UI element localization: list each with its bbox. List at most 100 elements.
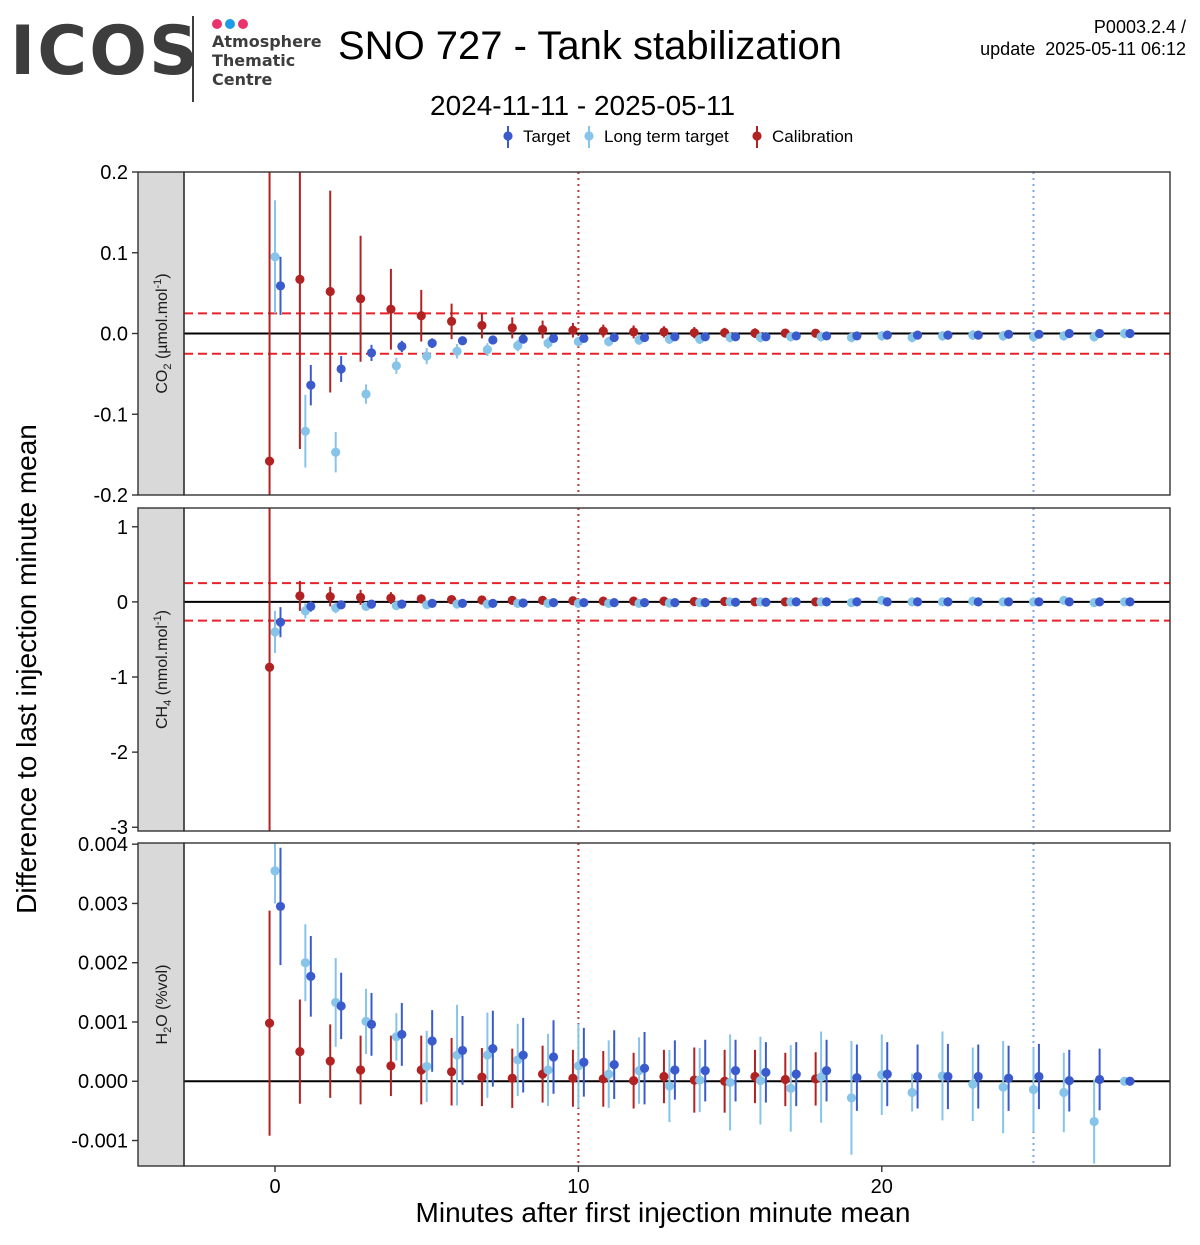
calibration-point xyxy=(386,1061,396,1071)
target-point xyxy=(973,1071,983,1082)
strip-label-part: 4 xyxy=(162,700,174,706)
y-tick-label: 0.003 xyxy=(78,893,128,915)
chart-title: SNO 727 - Tank stabilization xyxy=(338,24,842,68)
long-term-target-point xyxy=(270,252,280,262)
y-tick-label: 0.2 xyxy=(100,162,128,184)
strip-label-part: ) xyxy=(154,273,171,278)
y-tick-label: -3 xyxy=(110,817,128,839)
calibration-point xyxy=(416,311,426,321)
long-term-target-point xyxy=(846,1093,857,1103)
long-term-target-point xyxy=(391,361,401,371)
y-tick-label: -0.1 xyxy=(94,404,128,426)
chart-subtitle: 2024-11-11 - 2025-05-11 xyxy=(430,90,736,121)
calibration-point xyxy=(325,286,335,297)
target-point xyxy=(397,341,407,352)
long-term-target-point xyxy=(725,1077,735,1088)
target-point xyxy=(457,598,468,608)
logo-dot xyxy=(212,19,222,29)
strip-label-part: H xyxy=(154,1033,171,1045)
y-tick-label: 0.004 xyxy=(78,834,128,856)
target-point xyxy=(670,332,680,342)
target-point xyxy=(518,334,528,344)
target-point xyxy=(518,1050,528,1060)
calibration-point xyxy=(659,1071,669,1082)
target-point xyxy=(791,1069,801,1079)
target-point xyxy=(852,597,862,607)
target-point xyxy=(366,348,377,358)
calibration-point xyxy=(446,316,457,326)
calibration-point xyxy=(386,593,396,603)
strip-label-part: 2 xyxy=(162,363,174,369)
panel-strip-label: CO2 (µmol.mol-1) xyxy=(152,273,174,393)
long-term-target-point xyxy=(816,1072,826,1082)
panel-frame xyxy=(183,507,1171,832)
target-point xyxy=(761,332,771,342)
target-point xyxy=(1003,329,1014,339)
calibration-point xyxy=(477,320,487,331)
calibration-point xyxy=(598,326,608,336)
calibration-point xyxy=(386,304,396,314)
long-term-target-point xyxy=(270,866,280,876)
target-point xyxy=(518,598,528,608)
calibration-point xyxy=(325,592,335,602)
target-point xyxy=(609,332,619,343)
target-point xyxy=(306,380,316,390)
target-point xyxy=(275,901,286,912)
target-point xyxy=(882,330,892,340)
target-point xyxy=(306,971,316,981)
panel-frame xyxy=(183,842,1171,1167)
logo-line: Thematic xyxy=(212,51,296,70)
logo-subtitle: Atmosphere Thematic Centre xyxy=(212,32,322,89)
y-tick-label: 0.000 xyxy=(78,1071,128,1093)
target-point xyxy=(275,281,286,291)
y-tick-label: 0.001 xyxy=(78,1012,128,1034)
calibration-point xyxy=(507,323,517,333)
target-point xyxy=(488,1044,498,1054)
long-term-target-point xyxy=(300,958,310,968)
target-point xyxy=(427,598,437,608)
target-point xyxy=(609,598,619,608)
panel-series xyxy=(264,508,1135,831)
calibration-point xyxy=(355,1065,366,1075)
target-point xyxy=(1095,328,1105,339)
legend-label-target: Target xyxy=(523,127,571,146)
icos-logo-wordmark: ICOS xyxy=(10,12,200,91)
target-point xyxy=(457,336,468,346)
target-point xyxy=(852,331,862,341)
target-point xyxy=(943,330,953,340)
long-term-target-point xyxy=(755,1076,766,1086)
panel-background xyxy=(184,508,1170,831)
target-point xyxy=(548,1052,559,1062)
target-point xyxy=(761,597,771,607)
strip-label-part: 2 xyxy=(162,1027,174,1033)
long-term-target-point xyxy=(270,627,280,637)
strip-label-part: CO xyxy=(154,370,171,394)
target-point xyxy=(397,1029,407,1040)
chart-header: ICOS Atmosphere Thematic Centre SNO 727 … xyxy=(0,0,1200,130)
calibration-point xyxy=(325,1056,335,1066)
x-tick-label: 0 xyxy=(269,1176,280,1198)
target-point xyxy=(639,332,650,343)
target-point xyxy=(821,331,832,341)
target-point xyxy=(639,1063,650,1073)
calibration-point xyxy=(780,1074,790,1085)
long-term-target-point xyxy=(664,1081,675,1091)
long-term-target-point xyxy=(482,1050,492,1060)
calibration-point xyxy=(629,327,639,337)
panel-strip-label: CH4 (nmol.mol-1) xyxy=(152,610,174,729)
target-point xyxy=(336,600,346,610)
target-point xyxy=(1003,1073,1014,1083)
target-point xyxy=(427,338,437,348)
target-point xyxy=(761,1067,771,1077)
calibration-point xyxy=(295,274,305,284)
target-point xyxy=(397,599,407,609)
calibration-point xyxy=(568,1073,578,1083)
panel-series xyxy=(264,172,1135,495)
panel-3: H2O (%vol) -0.001 0.000 0.001 0.002 0.003 0.00… xyxy=(71,834,1171,1167)
calibration-point xyxy=(507,1073,517,1083)
target-point xyxy=(639,598,650,608)
panel-frame xyxy=(183,171,1171,496)
long-term-target-point xyxy=(482,345,492,355)
target-point xyxy=(1003,597,1014,607)
logo-line: Centre xyxy=(212,70,273,89)
